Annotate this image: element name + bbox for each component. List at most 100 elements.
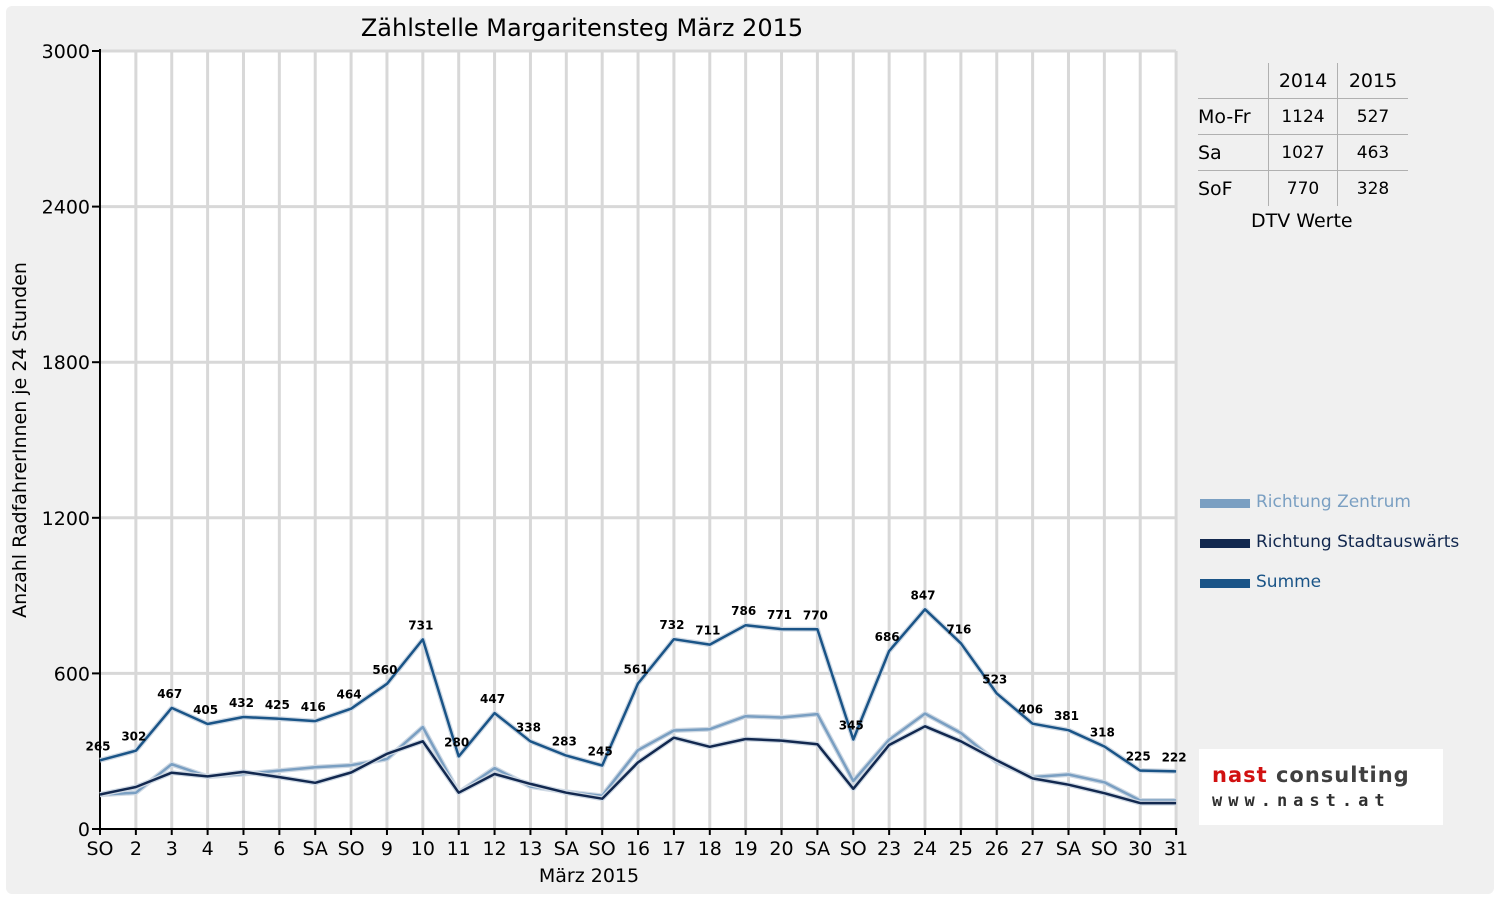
data-label: 265 bbox=[85, 739, 110, 753]
x-tick-label: 13 bbox=[518, 838, 542, 860]
dtv-row-label: SoF bbox=[1198, 177, 1233, 200]
data-label: 280 bbox=[444, 735, 469, 749]
x-tick-label: 9 bbox=[381, 838, 393, 860]
x-tick-label: 25 bbox=[949, 838, 973, 860]
dtv-value-2015: 527 bbox=[1337, 98, 1408, 135]
data-label: 711 bbox=[695, 624, 720, 638]
x-tick-label: 30 bbox=[1128, 838, 1152, 860]
x-tick-label: 6 bbox=[273, 838, 285, 860]
data-label: 464 bbox=[337, 688, 362, 702]
data-label: 467 bbox=[157, 687, 182, 701]
x-tick-label: SO bbox=[338, 838, 365, 860]
x-tick-label: SO bbox=[840, 838, 867, 860]
data-label: 405 bbox=[193, 703, 218, 717]
y-tick-label: 2400 bbox=[42, 197, 90, 219]
dtv-caption: DTV Werte bbox=[1251, 210, 1353, 232]
data-label: 731 bbox=[408, 618, 433, 632]
data-label: 338 bbox=[516, 720, 541, 734]
data-label: 847 bbox=[910, 588, 935, 602]
data-label: 225 bbox=[1126, 750, 1151, 764]
chart-title: Zählstelle Margaritensteg März 2015 bbox=[361, 14, 803, 42]
logo-word-nast: nast bbox=[1212, 763, 1268, 787]
x-tick-label: SO bbox=[589, 838, 616, 860]
data-label: 381 bbox=[1054, 709, 1079, 723]
dtv-value-2015: 463 bbox=[1337, 134, 1408, 171]
x-tick-label: 11 bbox=[447, 838, 471, 860]
dtv-header-2015: 2015 bbox=[1337, 63, 1408, 99]
x-tick-label: 20 bbox=[769, 838, 793, 860]
dtv-row-sa: Sa 1027 463 bbox=[1198, 134, 1408, 171]
x-tick-label: 12 bbox=[482, 838, 506, 860]
data-label: 222 bbox=[1162, 750, 1187, 764]
dtv-row-label: Sa bbox=[1198, 134, 1269, 171]
dtv-table: 2014 2015 Mo-Fr 1124 527 Sa 1027 463 SoF… bbox=[1198, 63, 1408, 206]
data-label: 770 bbox=[803, 608, 828, 622]
data-label: 560 bbox=[372, 663, 397, 677]
dtv-header-empty bbox=[1198, 63, 1269, 99]
dtv-value-2014: 1027 bbox=[1268, 134, 1338, 171]
data-label: 561 bbox=[624, 663, 649, 677]
x-tick-label: SO bbox=[86, 838, 113, 860]
logo-url: www.nast.at bbox=[1212, 791, 1391, 811]
x-tick-label: 5 bbox=[237, 838, 249, 860]
legend-swatch-zentrum bbox=[1200, 499, 1250, 508]
data-label: 771 bbox=[767, 608, 792, 622]
data-label: 786 bbox=[731, 604, 756, 618]
x-tick-label: SA bbox=[805, 838, 830, 860]
y-tick-label: 1200 bbox=[42, 508, 90, 530]
x-tick-label: 23 bbox=[877, 838, 901, 860]
dtv-value-2015: 328 bbox=[1337, 170, 1408, 206]
data-label: 345 bbox=[839, 719, 864, 733]
legend-label-summe: Summe bbox=[1256, 572, 1322, 592]
data-label: 686 bbox=[875, 630, 900, 644]
x-tick-label: 16 bbox=[626, 838, 650, 860]
data-label: 302 bbox=[121, 730, 146, 744]
data-label: 425 bbox=[265, 698, 290, 712]
legend-label-zentrum: Richtung Zentrum bbox=[1256, 492, 1411, 512]
x-tick-label: 4 bbox=[202, 838, 214, 860]
dtv-row-mofr: Mo-Fr 1124 527 bbox=[1198, 98, 1408, 135]
dtv-header-row: 2014 2015 bbox=[1198, 63, 1408, 99]
x-tick-label: 18 bbox=[698, 838, 722, 860]
x-tick-label: 3 bbox=[166, 838, 178, 860]
x-tick-label: 24 bbox=[913, 838, 937, 860]
logo-word-consulting: consulting bbox=[1275, 763, 1410, 787]
data-label: 432 bbox=[229, 696, 254, 710]
data-label: 318 bbox=[1090, 726, 1115, 740]
x-tick-label: 31 bbox=[1164, 838, 1188, 860]
logo-wordmark: nast consulting bbox=[1212, 763, 1410, 787]
x-axis-title: März 2015 bbox=[539, 865, 639, 887]
data-label: 523 bbox=[982, 672, 1007, 686]
x-tick-label: SA bbox=[1056, 838, 1081, 860]
legend-label-stadtauswaerts: Richtung Stadtauswärts bbox=[1256, 532, 1460, 552]
x-tick-label: SA bbox=[303, 838, 328, 860]
x-tick-label: SO bbox=[1091, 838, 1118, 860]
nast-consulting-logo: nast consulting www.nast.at bbox=[1199, 749, 1443, 825]
dtv-row-label: Mo-Fr bbox=[1198, 98, 1269, 135]
x-tick-label: 10 bbox=[411, 838, 435, 860]
y-tick-label: 3000 bbox=[42, 41, 90, 63]
y-axis-title: Anzahl RadfahrerInnen je 24 Stunden bbox=[9, 262, 31, 618]
x-tick-label: 2 bbox=[130, 838, 142, 860]
x-tick-label: 19 bbox=[734, 838, 758, 860]
legend-swatch-summe bbox=[1200, 579, 1250, 588]
dtv-row-sof: SoF 770 328 bbox=[1198, 170, 1408, 206]
y-tick-label: 0 bbox=[78, 819, 90, 841]
data-label: 416 bbox=[301, 700, 326, 714]
legend-swatch-stadtauswaerts bbox=[1200, 539, 1250, 548]
data-label: 245 bbox=[588, 744, 613, 758]
data-label: 716 bbox=[946, 622, 971, 636]
series-line-stadtauswaerts bbox=[99, 725, 1177, 805]
dtv-header-2014: 2014 bbox=[1268, 63, 1338, 99]
x-tick-label: 17 bbox=[662, 838, 686, 860]
data-label: 732 bbox=[659, 618, 684, 632]
y-tick-label: 1800 bbox=[42, 352, 90, 374]
y-tick-label: 600 bbox=[54, 663, 90, 685]
x-tick-label: SA bbox=[554, 838, 579, 860]
x-tick-label: 26 bbox=[985, 838, 1009, 860]
series-line-summe bbox=[99, 608, 1177, 773]
dtv-value-2014: 770 bbox=[1268, 170, 1338, 206]
dtv-value-2014: 1124 bbox=[1268, 98, 1338, 135]
x-tick-label: 27 bbox=[1021, 838, 1045, 860]
